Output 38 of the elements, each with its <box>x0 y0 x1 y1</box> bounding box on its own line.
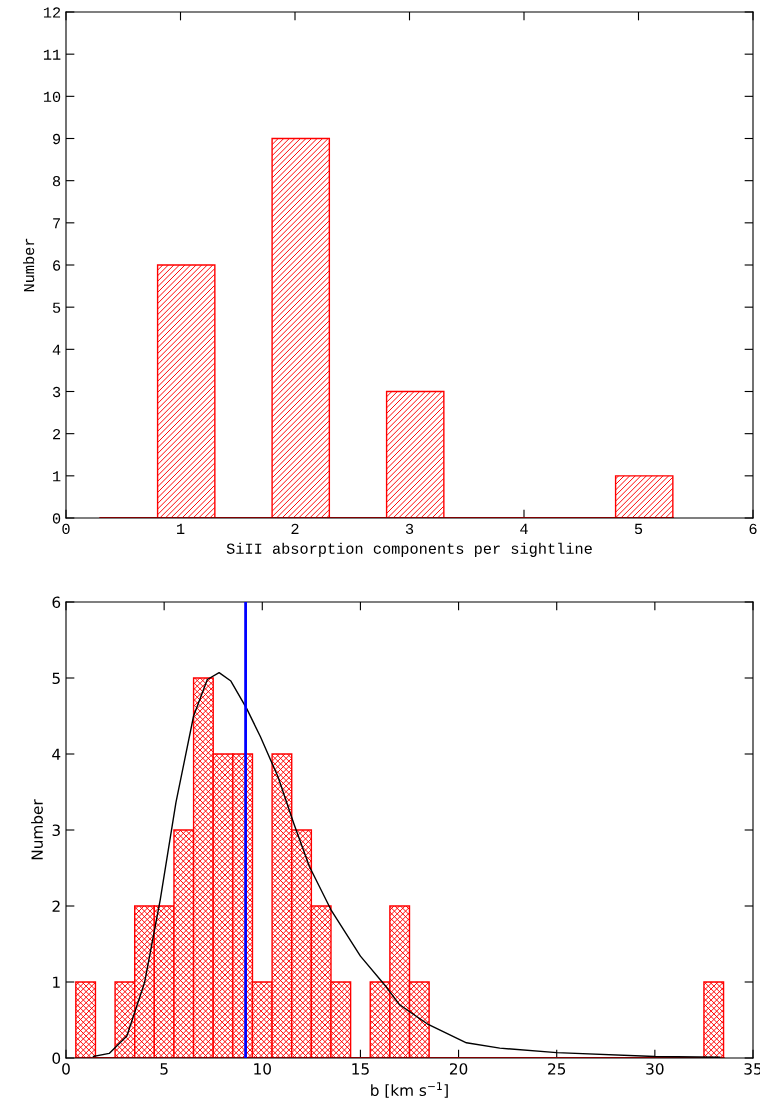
x-axis-title: b [km s$^{−1}$] <box>371 1082 448 1098</box>
y-tick-label: 4 <box>52 748 61 760</box>
y-tick-label: 7 <box>53 218 60 229</box>
x-tick-label: 25 <box>548 1063 566 1075</box>
y-tick-label: 9 <box>53 133 61 145</box>
x-axis-title: SiII absorption components per sightline <box>226 542 592 557</box>
x-tick-label: 5 <box>160 1063 168 1075</box>
y-tick-label: 2 <box>53 428 61 440</box>
x-tick-label: 0 <box>62 1063 70 1075</box>
x-tick-label: 10 <box>254 1063 271 1075</box>
y-axis-title: Number <box>23 238 35 292</box>
x-tick-label: 15 <box>352 1063 369 1075</box>
x-tick-label: 6 <box>749 523 757 535</box>
y-tick-label: 0 <box>52 1052 61 1065</box>
x-tick-label: 20 <box>449 1063 468 1075</box>
x-tick-label: 3 <box>405 523 414 535</box>
y-tick-label: 2 <box>52 900 60 912</box>
y-axis-title: Number <box>31 799 43 860</box>
y-tick-label: 12 <box>43 7 61 18</box>
y-tick-label: 6 <box>53 260 61 271</box>
x-tick-label: 30 <box>646 1063 664 1075</box>
y-tick-label: 8 <box>52 175 61 187</box>
x-tick-label: 5 <box>634 523 643 535</box>
y-tick-label: 0 <box>52 513 61 524</box>
x-tick-label: 2 <box>291 523 299 534</box>
y-tick-label: 3 <box>52 824 60 837</box>
y-tick-label: 6 <box>52 596 61 609</box>
x-tick-label: 0 <box>62 523 70 535</box>
x-tick-label: 4 <box>520 523 528 534</box>
y-tick-label: 11 <box>43 49 61 60</box>
y-tick-label: 1 <box>53 471 61 482</box>
y-tick-label: 4 <box>52 344 61 355</box>
y-tick-label: 5 <box>52 302 61 313</box>
y-tick-label: 10 <box>43 91 61 103</box>
y-tick-label: 5 <box>52 672 60 685</box>
x-tick-label: 1 <box>177 523 185 534</box>
y-tick-label: 3 <box>52 386 61 398</box>
y-tick-label: 1 <box>53 976 60 988</box>
